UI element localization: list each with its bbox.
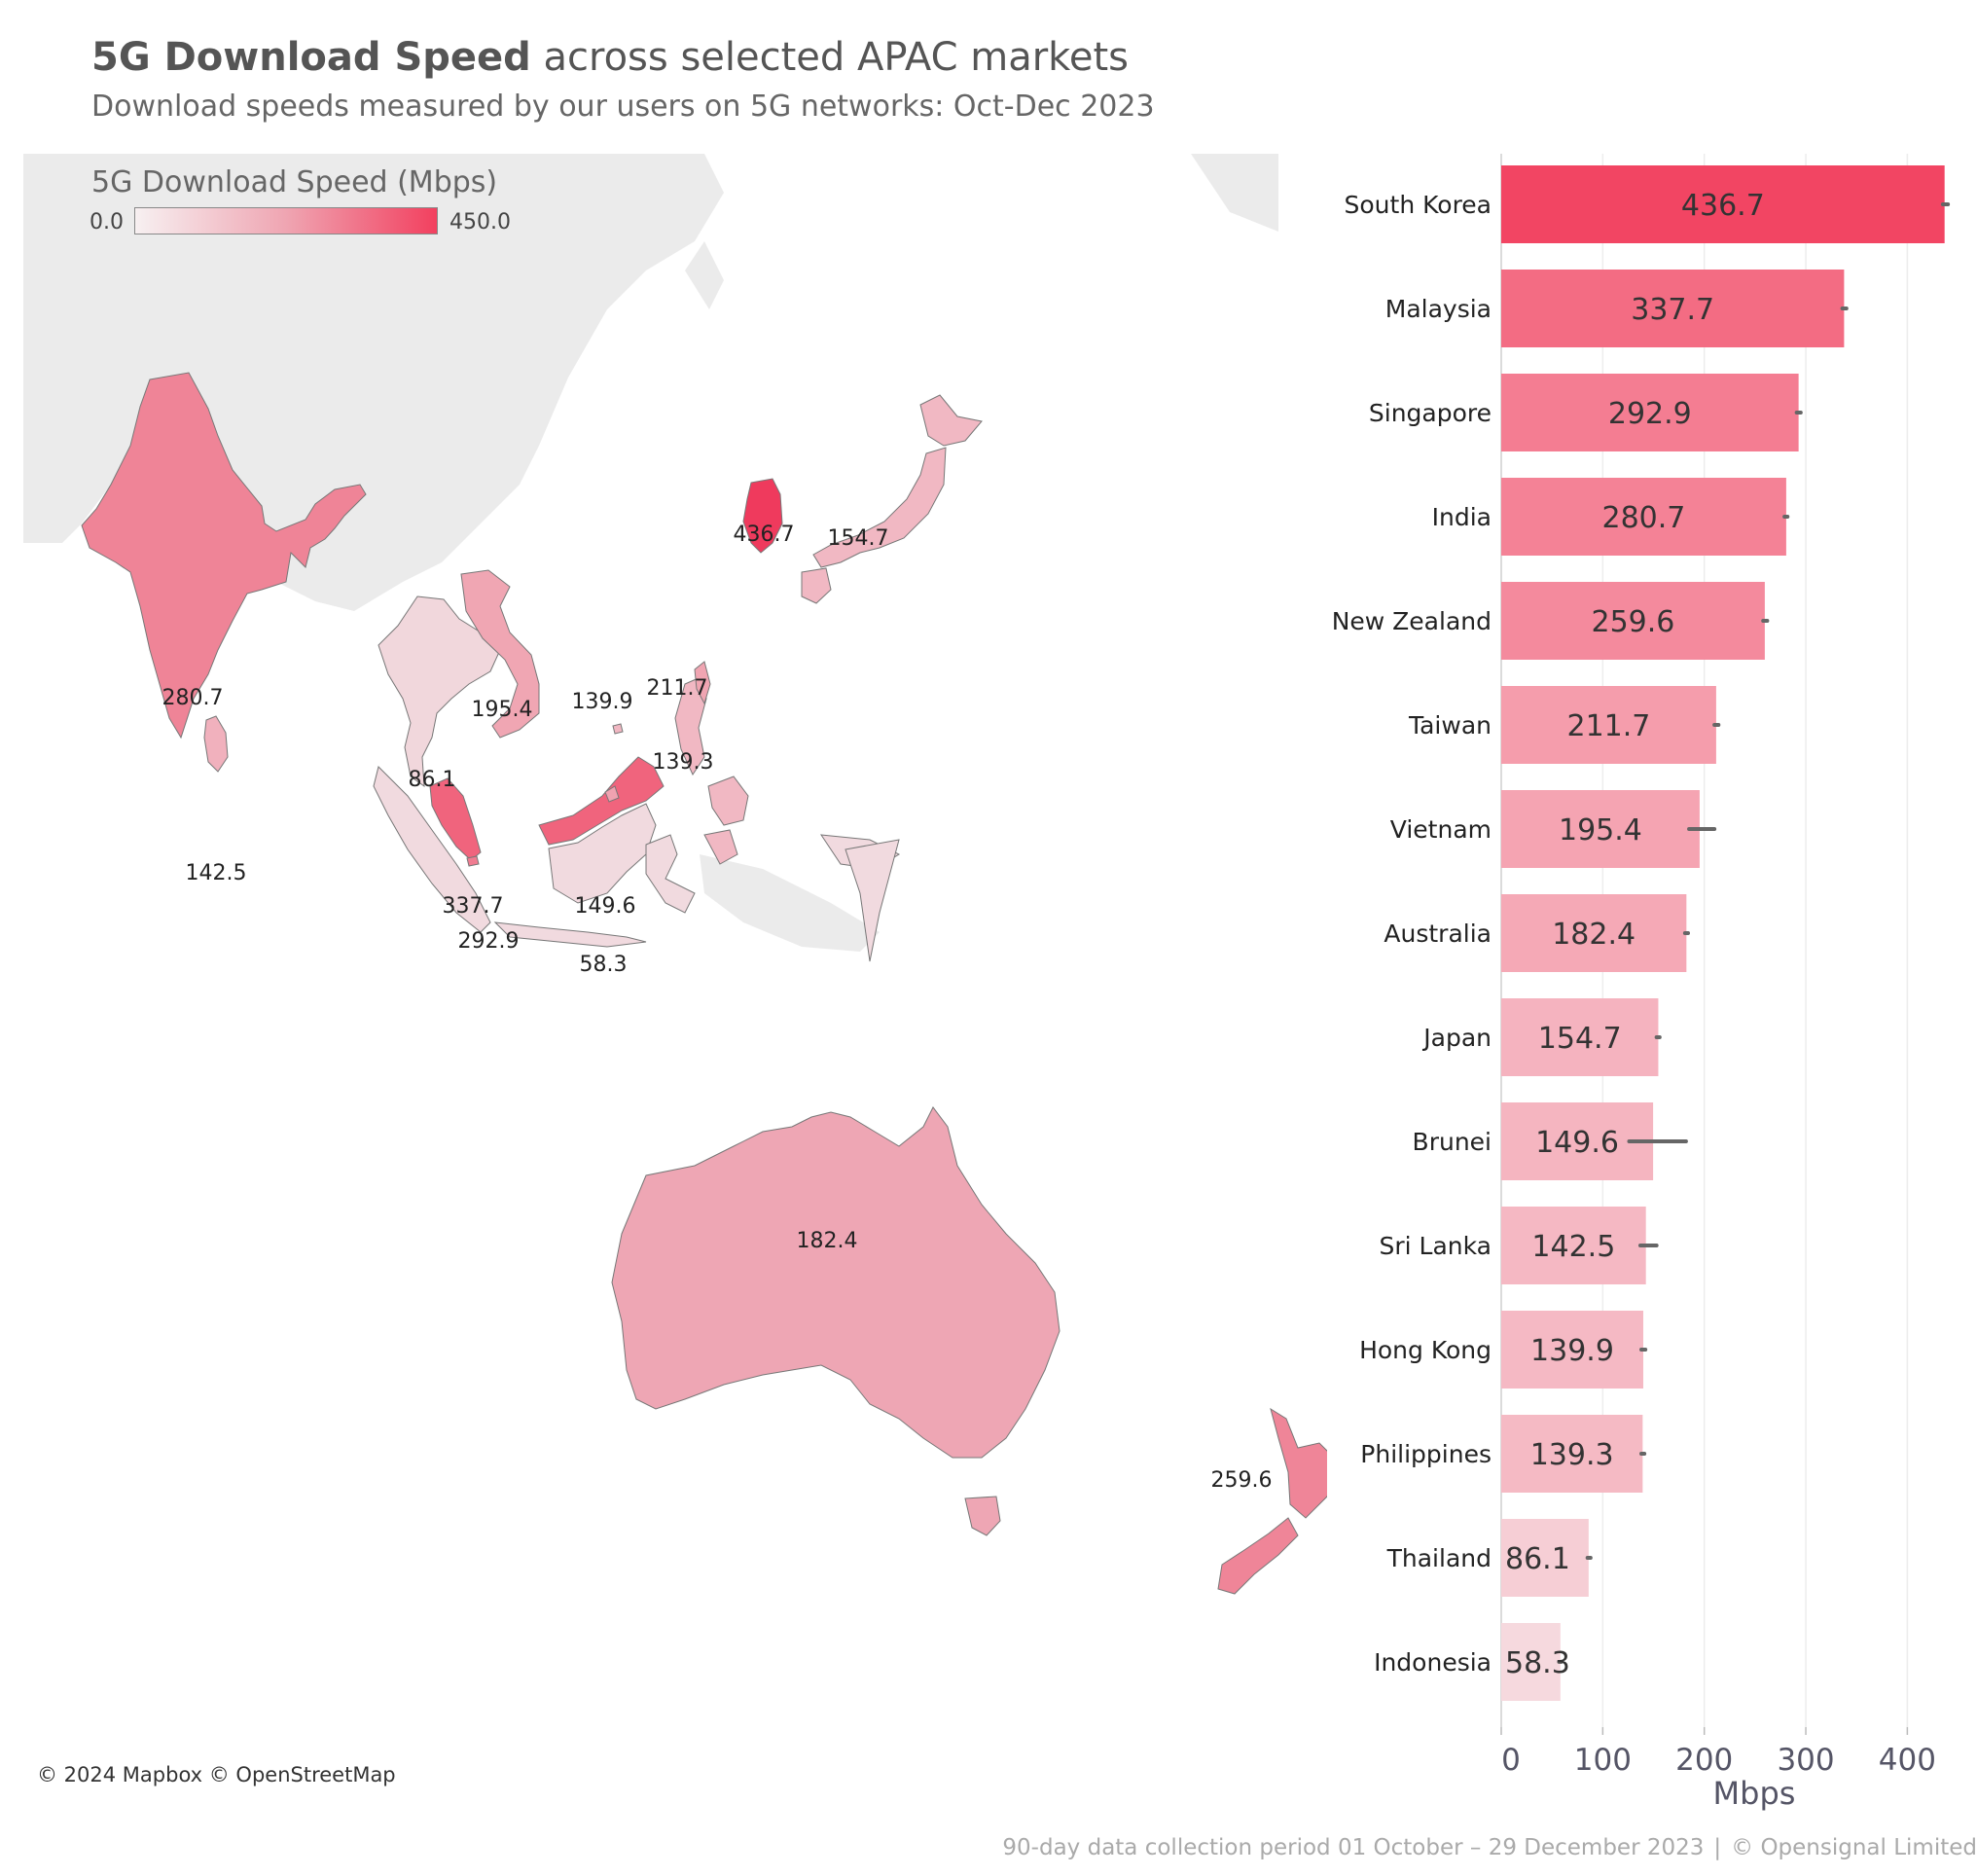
category-label-vietnam: Vietnam bbox=[1390, 815, 1492, 844]
legend-color-ramp bbox=[134, 207, 438, 234]
x-tick-label-200: 200 bbox=[1675, 1743, 1733, 1778]
bar-chart: South Korea 436.7 Malaysia 337.7 Singapore 29… bbox=[1332, 154, 1951, 1812]
x-tick-label-0: 0 bbox=[1501, 1743, 1521, 1778]
bar-value-label-singapore: 292.9 bbox=[1608, 397, 1692, 431]
map-label-south-korea: 436.7 bbox=[734, 523, 795, 547]
chart-title: 5G Download Speed across selected APAC m… bbox=[91, 35, 1129, 80]
category-label-singapore: Singapore bbox=[1369, 399, 1492, 427]
bar-value-label-new-zealand: 259.6 bbox=[1591, 605, 1674, 639]
country-shapes[interactable] bbox=[81, 372, 1327, 1595]
category-label-brunei: Brunei bbox=[1413, 1128, 1492, 1156]
map-label-malaysia: 337.7 bbox=[443, 894, 504, 919]
map-label-thailand: 86.1 bbox=[409, 768, 456, 792]
category-label-australia: Australia bbox=[1384, 920, 1492, 948]
country-hong-kong[interactable] bbox=[612, 723, 624, 735]
bar-singapore[interactable] bbox=[1501, 374, 1799, 451]
category-label-new-zealand: New Zealand bbox=[1332, 607, 1492, 635]
category-label-sri-lanka: Sri Lanka bbox=[1380, 1232, 1492, 1260]
footer-separator: | bbox=[1713, 1835, 1722, 1860]
country-india[interactable] bbox=[81, 372, 367, 740]
map-label-taiwan: 211.7 bbox=[647, 676, 708, 701]
map-label-australia: 182.4 bbox=[797, 1229, 858, 1253]
bar-chart-bars[interactable]: South Korea 436.7 Malaysia 337.7 Singapore 29… bbox=[1332, 165, 1951, 1701]
bar-india[interactable] bbox=[1501, 478, 1786, 556]
bar-vietnam[interactable] bbox=[1501, 790, 1700, 868]
map-label-brunei: 149.6 bbox=[575, 894, 636, 919]
category-label-japan: Japan bbox=[1421, 1024, 1492, 1052]
choropleth-map[interactable]: 436.7 154.7 280.7 195.4 139.9 211.7 139.3 86.1 1… bbox=[23, 154, 1327, 1750]
country-sri-lanka[interactable] bbox=[203, 715, 229, 773]
bar-japan[interactable] bbox=[1501, 998, 1659, 1076]
country-australia-tasmania[interactable] bbox=[964, 1496, 1001, 1536]
category-label-hong-kong: Hong Kong bbox=[1359, 1336, 1492, 1364]
map-label-new-zealand: 259.6 bbox=[1211, 1468, 1273, 1493]
bar-value-label-malaysia: 337.7 bbox=[1631, 293, 1714, 327]
footer-copyright: © Opensignal Limited bbox=[1731, 1835, 1977, 1860]
map-label-sri-lanka: 142.5 bbox=[186, 861, 247, 885]
country-brunei[interactable] bbox=[604, 785, 620, 803]
country-taiwan[interactable] bbox=[694, 661, 711, 705]
bar-indonesia[interactable] bbox=[1501, 1623, 1561, 1701]
bar-value-label-sri-lanka: 142.5 bbox=[1531, 1230, 1615, 1264]
bar-thailand[interactable] bbox=[1501, 1519, 1589, 1597]
category-label-thailand: Thailand bbox=[1386, 1544, 1492, 1572]
country-new-zealand[interactable] bbox=[1217, 1407, 1327, 1595]
bar-value-label-indonesia: 58.3 bbox=[1505, 1646, 1570, 1680]
map-value-labels: 436.7 154.7 280.7 195.4 139.9 211.7 139.3 86.1 1… bbox=[162, 523, 1273, 1493]
bar-value-label-taiwan: 211.7 bbox=[1567, 709, 1651, 743]
bar-hong-kong[interactable] bbox=[1501, 1311, 1643, 1389]
x-axis-title: Mbps bbox=[1713, 1775, 1796, 1812]
category-label-taiwan: Taiwan bbox=[1408, 711, 1492, 740]
map-label-philippines: 139.3 bbox=[653, 750, 714, 775]
bar-sri-lanka[interactable] bbox=[1501, 1207, 1646, 1284]
category-label-india: India bbox=[1432, 503, 1492, 531]
x-tick-label-100: 100 bbox=[1574, 1743, 1632, 1778]
bar-new-zealand[interactable] bbox=[1501, 582, 1765, 660]
map-label-japan: 154.7 bbox=[828, 526, 889, 551]
map-label-hong-kong: 139.9 bbox=[572, 690, 633, 714]
bar-value-label-india: 280.7 bbox=[1602, 501, 1686, 535]
country-south-korea[interactable] bbox=[742, 478, 783, 554]
legend-title: 5G Download Speed (Mbps) bbox=[91, 165, 498, 199]
bar-value-label-brunei: 149.6 bbox=[1535, 1126, 1619, 1160]
legend-min-label: 0.0 bbox=[90, 210, 124, 234]
bar-value-label-south-korea: 436.7 bbox=[1681, 189, 1765, 223]
bar-chart-x-axis: 0 100 200 300 400 bbox=[1500, 1727, 1936, 1778]
bar-australia[interactable] bbox=[1501, 894, 1687, 972]
country-malaysia-borneo[interactable] bbox=[538, 756, 665, 846]
chart-title-bold: 5G Download Speed bbox=[91, 35, 531, 80]
map-label-india: 280.7 bbox=[162, 686, 224, 710]
bar-value-label-philippines: 139.3 bbox=[1530, 1438, 1614, 1472]
chart-subtitle: Download speeds measured by our users on… bbox=[91, 90, 1155, 124]
bar-value-label-hong-kong: 139.9 bbox=[1530, 1334, 1614, 1368]
legend-max-label: 450.0 bbox=[449, 210, 511, 234]
bar-philippines[interactable] bbox=[1501, 1415, 1643, 1493]
x-tick-label-300: 300 bbox=[1777, 1743, 1834, 1778]
chart-title-rest: across selected APAC markets bbox=[543, 35, 1130, 80]
category-label-malaysia: Malaysia bbox=[1385, 295, 1492, 323]
country-japan[interactable] bbox=[801, 394, 983, 604]
country-singapore[interactable] bbox=[466, 855, 480, 867]
map-attribution[interactable]: © 2024 Mapbox © OpenStreetMap bbox=[29, 1761, 404, 1788]
x-tick-label-400: 400 bbox=[1879, 1743, 1936, 1778]
bar-value-label-vietnam: 195.4 bbox=[1559, 813, 1642, 848]
footer: 90-day data collection period 01 October… bbox=[1002, 1835, 1977, 1860]
bar-taiwan[interactable] bbox=[1501, 686, 1716, 764]
map-label-vietnam: 195.4 bbox=[472, 698, 533, 722]
country-vietnam[interactable] bbox=[460, 569, 540, 739]
bar-value-label-australia: 182.4 bbox=[1552, 918, 1636, 952]
category-label-indonesia: Indonesia bbox=[1374, 1648, 1492, 1677]
country-indonesia[interactable] bbox=[373, 766, 901, 962]
country-philippines[interactable] bbox=[674, 676, 749, 865]
footer-note: 90-day data collection period 01 October… bbox=[1002, 1835, 1705, 1860]
bar-south-korea[interactable] bbox=[1501, 165, 1945, 243]
country-australia[interactable] bbox=[611, 1106, 1060, 1459]
bar-malaysia[interactable] bbox=[1501, 270, 1845, 347]
bar-value-label-japan: 154.7 bbox=[1538, 1022, 1622, 1056]
category-label-philippines: Philippines bbox=[1360, 1440, 1492, 1468]
map-label-indonesia: 58.3 bbox=[580, 953, 628, 977]
category-label-south-korea: South Korea bbox=[1345, 191, 1492, 219]
map-label-singapore: 292.9 bbox=[458, 929, 520, 954]
bar-value-label-thailand: 86.1 bbox=[1505, 1542, 1570, 1576]
